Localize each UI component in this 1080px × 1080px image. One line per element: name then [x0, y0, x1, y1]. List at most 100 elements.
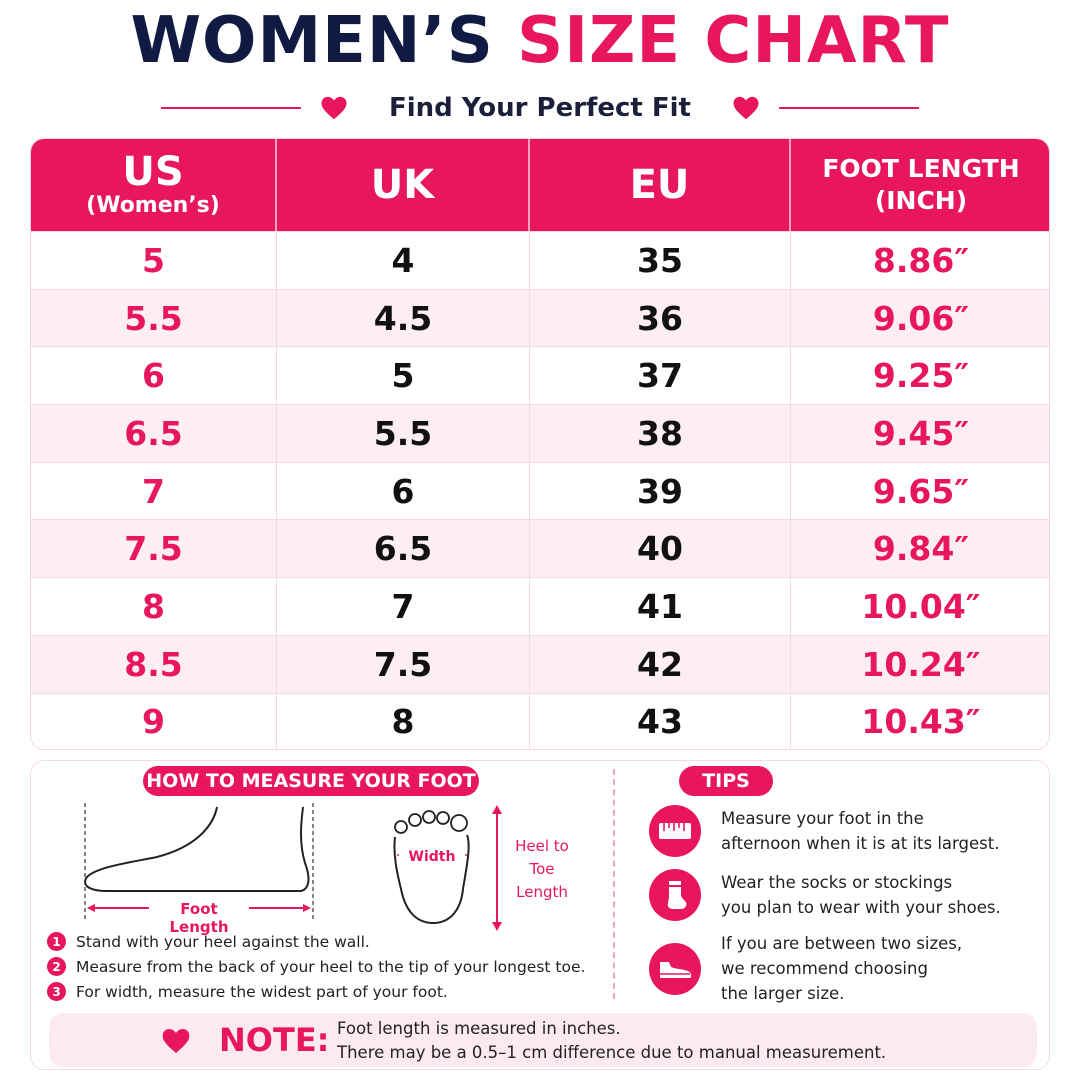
cell-foot-length: 8.86″ — [872, 240, 970, 280]
column-header-foot-length: FOOT LENGTH (INCH) — [791, 139, 1049, 231]
cell-foot-length: 10.43″ — [861, 702, 981, 742]
table-row: 9 8 43 10.43″ — [31, 692, 1049, 749]
cell-foot-length: 10.24″ — [861, 644, 981, 684]
cell-uk: 7 — [277, 578, 530, 635]
tip-line: Measure your foot in the — [721, 809, 924, 828]
tip-text: Measure your foot in the afternoon when … — [721, 806, 1021, 856]
heart-icon — [733, 96, 759, 120]
table-row: 7 6 39 9.65″ — [31, 461, 1049, 520]
sock-icon — [649, 869, 701, 921]
cell-uk: 6 — [277, 462, 530, 520]
cell-eu: 41 — [530, 578, 791, 635]
step-text: For width, measure the widest part of yo… — [76, 982, 448, 1001]
cell-us: 5.5 — [31, 289, 277, 347]
foot-length-label: Foot Length — [169, 900, 229, 936]
tip-item: Measure your foot in the afternoon when … — [649, 805, 1021, 857]
cell-us: 7 — [31, 462, 277, 520]
ruler-icon — [649, 805, 701, 857]
table-row: 5.5 4.5 36 9.06″ — [31, 288, 1049, 347]
table-row: 8 7 41 10.04″ — [31, 577, 1049, 635]
cell-foot-length: 9.45″ — [872, 413, 970, 453]
table-row: 7.5 6.5 40 9.84″ — [31, 519, 1049, 578]
note-line: There may be a 0.5–1 cm difference due t… — [337, 1043, 887, 1062]
column-header-us-sub: (Women’s) — [86, 193, 220, 218]
cell-eu: 37 — [530, 347, 791, 405]
page-title: WOMEN’S SIZE CHART — [0, 6, 1080, 76]
foot-top-illustration — [393, 810, 470, 925]
column-header-eu: EU — [530, 139, 791, 231]
heel-to-toe-line3: Length — [516, 883, 568, 901]
step-number: 3 — [47, 982, 66, 1001]
cell-eu: 42 — [530, 635, 791, 693]
cell-eu: 39 — [530, 462, 791, 520]
tip-text: Wear the socks or stockings you plan to … — [721, 870, 1021, 920]
cell-foot-length: 9.25″ — [872, 356, 970, 396]
cell-us: 6.5 — [31, 405, 277, 462]
table-body: 5 4 35 8.86″ 5.5 4.5 36 9.06″ 6 5 37 9.25″ 6.5 5.5 38 9… — [31, 231, 1049, 749]
cell-foot-length: 9.06″ — [872, 298, 970, 338]
column-header-eu-main: EU — [629, 162, 690, 208]
cell-eu: 35 — [530, 232, 791, 289]
cell-uk: 5 — [277, 347, 530, 405]
cell-eu: 38 — [530, 405, 791, 462]
divider-line-left — [161, 107, 301, 109]
column-header-uk: UK — [277, 139, 530, 231]
heart-icon — [321, 96, 347, 120]
cell-us: 5 — [31, 232, 277, 289]
cell-uk: 5.5 — [277, 405, 530, 462]
title-part-women: WOMEN’S — [130, 4, 494, 78]
note-text: Foot length is measured in inches. There… — [337, 1017, 886, 1065]
info-panel: HOW TO MEASURE YOUR FOOT TIPS Foot Lengt… — [30, 760, 1050, 1070]
heel-to-toe-arrow — [492, 805, 502, 931]
page-subtitle: Find Your Perfect Fit — [389, 93, 691, 123]
column-header-us: US (Women’s) — [31, 139, 277, 231]
heel-to-toe-label: Heel to Toe Length — [509, 835, 575, 904]
measure-heading: HOW TO MEASURE YOUR FOOT — [143, 766, 479, 796]
tip-line: Wear the socks or stockings — [721, 873, 953, 892]
cell-us: 6 — [31, 347, 277, 405]
cell-us: 9 — [31, 693, 277, 749]
cell-uk: 6.5 — [277, 520, 530, 578]
heel-to-toe-line1: Heel to — [515, 837, 569, 855]
cell-us: 8 — [31, 578, 277, 635]
table-row: 5 4 35 8.86″ — [31, 231, 1049, 289]
tip-text: If you are between two sizes, we recomme… — [721, 931, 1021, 1006]
divider-line-right — [778, 107, 919, 109]
step-item: 3 For width, measure the widest part of … — [47, 979, 585, 1004]
note-label: NOTE: — [219, 1021, 330, 1059]
column-header-uk-main: UK — [370, 162, 435, 208]
tip-item: If you are between two sizes, we recomme… — [649, 931, 1021, 1006]
table-row: 8.5 7.5 42 10.24″ — [31, 634, 1049, 693]
table-header: US (Women’s) UK EU FOOT LENGTH (INCH) — [31, 139, 1049, 231]
tips-heading: TIPS — [679, 766, 773, 796]
note-box: NOTE: Foot length is measured in inches.… — [49, 1013, 1037, 1067]
cell-uk: 4.5 — [277, 289, 530, 347]
subtitle-row: Find Your Perfect Fit — [0, 88, 1080, 128]
shoe-icon — [649, 942, 701, 995]
cell-eu: 36 — [530, 289, 791, 347]
tip-line: the larger size. — [721, 984, 845, 1003]
tip-line: afternoon when it is at its largest. — [721, 834, 1000, 853]
note-line: Foot length is measured in inches. — [337, 1019, 621, 1038]
cell-us: 8.5 — [31, 635, 277, 693]
cell-uk: 4 — [277, 232, 530, 289]
column-header-us-main: US — [122, 149, 184, 195]
heart-icon — [162, 1029, 190, 1053]
cell-uk: 7.5 — [277, 635, 530, 693]
cell-foot-length: 9.65″ — [872, 471, 970, 511]
tip-line: If you are between two sizes, — [721, 934, 963, 953]
measure-steps: 1 Stand with your heel against the wall.… — [47, 929, 585, 1004]
cell-eu: 40 — [530, 520, 791, 578]
step-text: Stand with your heel against the wall. — [76, 932, 370, 951]
column-header-foot-length-line2: (INCH) — [874, 186, 968, 215]
column-header-foot-length-line1: FOOT LENGTH — [822, 154, 1020, 183]
cell-eu: 43 — [530, 693, 791, 749]
heel-to-toe-line2: Toe — [529, 860, 555, 878]
section-divider — [613, 769, 615, 999]
foot-side-illustration — [84, 803, 314, 919]
cell-us: 7.5 — [31, 520, 277, 578]
step-text: Measure from the back of your heel to th… — [76, 957, 586, 976]
width-label: Width — [399, 849, 465, 865]
title-part-size-chart: SIZE CHART — [517, 4, 950, 78]
